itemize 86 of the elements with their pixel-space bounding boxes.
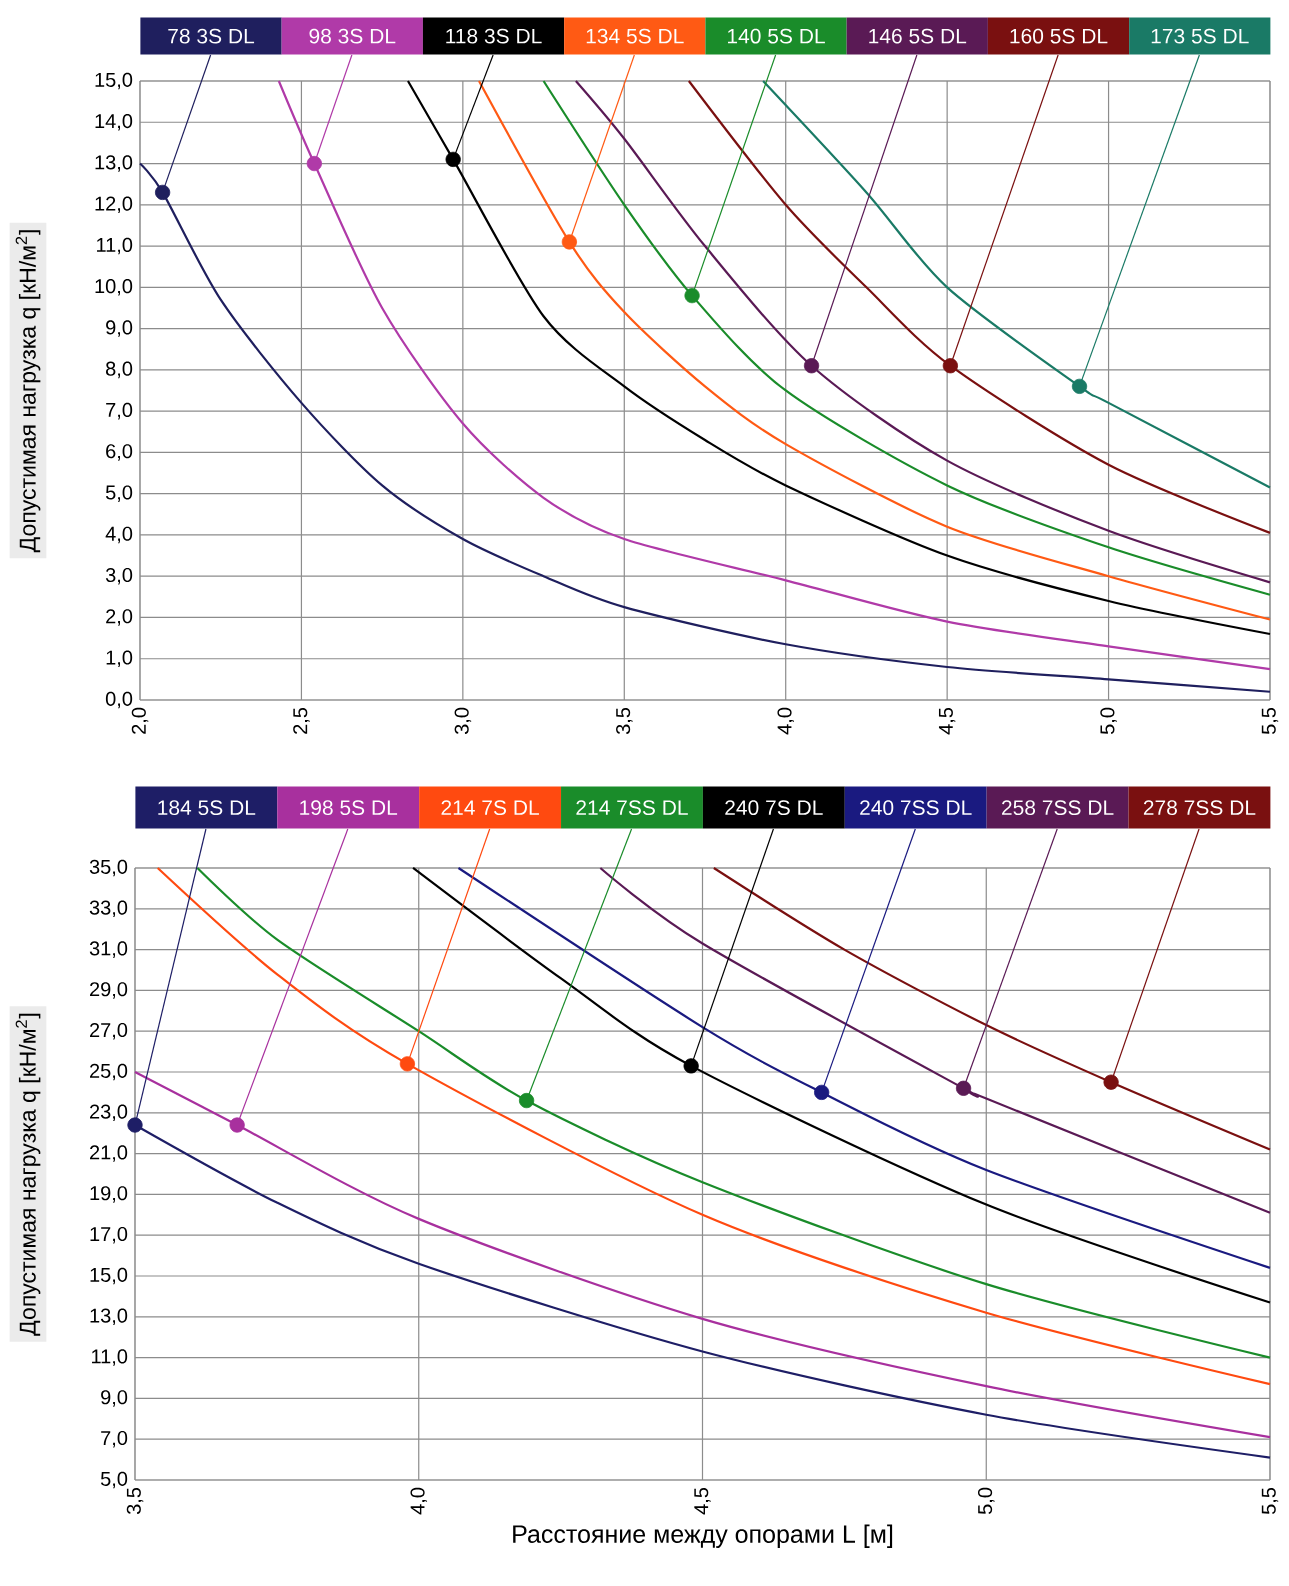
line-series [138,162,1272,693]
x-tick-label: 5,0 [1100,707,1117,735]
text: 258 7SS DL [1002,800,1114,816]
point [803,358,820,374]
y-tick-label: 1,0 [106,650,133,667]
point [155,184,171,201]
y-axis-title: Допустимая нагрузка q [кН/м$^{2}$] [15,1013,41,1336]
x-tick-label: 4,0 [410,1487,428,1515]
x-tick-label: 3,5 [616,707,633,735]
x-tick-label: 4,0 [777,707,794,735]
x-tick-label: 2,5 [293,707,310,734]
text: 173 5S DL [1151,28,1249,44]
y-tick-label: 9,0 [106,320,133,337]
y-tick-label: 15,0 [90,1267,128,1285]
text: 118 3S DL [446,28,542,44]
x-axis-title: Расстояние между опорами L [м] [513,1524,893,1548]
point [561,234,577,250]
x-tick-label: 5,5 [1261,1487,1279,1515]
text: 214 7SS DL [576,800,688,816]
line-series [277,79,1272,671]
y-tick-label: 5,0 [100,1471,128,1489]
y-tick-label: 15,0 [95,72,133,90]
y-tick-label: 4,0 [105,526,133,544]
x-tick-label: 5,0 [977,1487,995,1515]
y-tick-label: 11,0 [92,1349,128,1366]
x-tick-label: 3,0 [454,707,472,735]
text: 214 7S DL [441,800,539,816]
y-tick-label: 13,0 [95,155,133,172]
y-tick-label: 35,0 [89,859,128,877]
x-tick-label: 4,5 [694,1487,711,1515]
point [127,1117,143,1133]
y-tick-label: 17,0 [90,1226,128,1244]
text: 278 7SS DL [1143,800,1256,816]
y-tick-label: 12,0 [95,196,133,214]
text: 184 5S DL [158,800,256,816]
y-tick-label: 3,0 [105,567,133,585]
point [955,1080,972,1096]
text: 146 5S DL [869,28,967,44]
x-tick-label: 3,5 [126,1487,144,1515]
y-tick-label: 2,0 [106,609,133,626]
y-tick-label: 19,0 [90,1186,128,1203]
point [445,151,461,167]
x-tick-label: 5,5 [1261,707,1279,735]
point [229,1117,245,1133]
y-tick-label: 8,0 [106,361,133,379]
y-tick-label: 13,0 [90,1308,128,1326]
line-series [687,79,1272,534]
line-series [599,866,1272,1214]
text: 198 5S DL [300,800,398,816]
y-tick-label: 27,0 [90,1022,128,1040]
y-tick-label: 31,0 [89,941,128,958]
text: 98 3S DL [309,28,396,44]
point [684,287,700,304]
y-tick-label: 11,0 [97,237,133,255]
x-tick-label: 4,5 [938,707,956,735]
point [399,1056,415,1072]
point [1103,1074,1119,1090]
text: 160 5S DL [1010,28,1108,44]
y-tick-label: 7,0 [101,1430,128,1448]
line-series [712,866,1272,1151]
y-tick-label: 33,0 [89,900,128,918]
y-tick-label: 21,0 [90,1145,128,1162]
y-tick-label: 25,0 [90,1063,128,1081]
y-tick-label: 5,0 [105,485,133,502]
y-tick-label: 7,0 [106,402,133,420]
y-tick-label: 0,0 [105,691,133,709]
text: 134 5S DL [586,28,684,44]
text: 240 7S DL [725,800,823,816]
text: 240 7SS DL [860,800,972,816]
line-series [133,1070,1272,1439]
point [814,1084,830,1100]
text: 78 3S DL [168,28,255,44]
point [942,358,958,374]
point [683,1058,699,1074]
y-tick-label: 6,0 [106,444,133,461]
y-axis-title: Допустимая нагрузка q [кН/м$^{2}$] [15,230,41,553]
point [518,1092,535,1109]
point [1071,378,1088,394]
point [306,155,322,172]
y-tick-label: 10,0 [95,279,133,296]
y-tick-label: 14,0 [95,114,133,131]
y-tick-label: 23,0 [90,1104,128,1122]
text: 140 5S DL [728,28,825,44]
line-series [762,79,1272,489]
y-tick-label: 29,0 [90,982,128,999]
y-tick-label: 9,0 [101,1390,128,1407]
